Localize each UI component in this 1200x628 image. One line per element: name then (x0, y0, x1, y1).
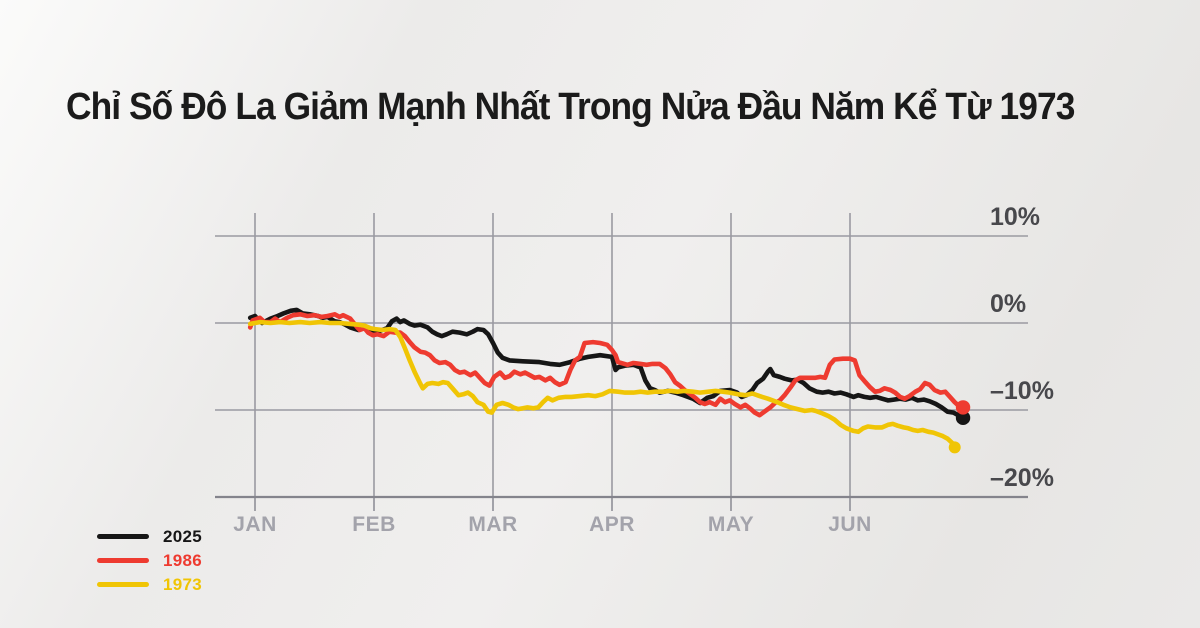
x-tick-label: FEB (352, 513, 396, 536)
legend-label-1986: 1986 (163, 550, 203, 570)
series-end-dot-2025 (955, 410, 971, 426)
chart-legend: 2025 1986 1973 (97, 526, 203, 594)
y-tick-label: 10% (990, 203, 1040, 231)
chart-title: Chỉ Số Đô La Giảm Mạnh Nhất Trong Nửa Đầ… (66, 86, 1075, 128)
y-gridlines-and-labels: 10% 0% –10% –20% (215, 203, 1054, 499)
series-end-dot-1973 (948, 441, 961, 454)
x-gridlines-and-ticks: JAN FEB MAR APR MAY JUN (233, 213, 872, 536)
y-tick-label: 0% (990, 290, 1026, 318)
legend-label-2025: 2025 (163, 526, 203, 546)
x-tick-label: JUN (828, 513, 872, 536)
legend-label-1973: 1973 (163, 574, 203, 594)
x-tick-label: MAY (708, 513, 754, 536)
series-1973 (247, 319, 961, 454)
legend-item-1973: 1973 (97, 574, 203, 594)
series-1986 (247, 311, 971, 418)
series-line-1986 (247, 311, 966, 418)
legend-swatch-1973 (97, 582, 149, 587)
legend-item-2025: 2025 (97, 526, 203, 546)
x-tick-label: MAR (468, 513, 517, 536)
x-tick-label: JAN (233, 513, 277, 536)
series-line-1973 (247, 319, 958, 450)
legend-swatch-2025 (97, 534, 149, 539)
legend-item-1986: 1986 (97, 550, 203, 570)
y-tick-label: –10% (990, 377, 1054, 405)
series-end-dot-1986 (955, 400, 971, 415)
y-tick-label: –20% (990, 464, 1054, 492)
x-tick-label: APR (589, 513, 635, 536)
legend-swatch-1986 (97, 558, 149, 563)
